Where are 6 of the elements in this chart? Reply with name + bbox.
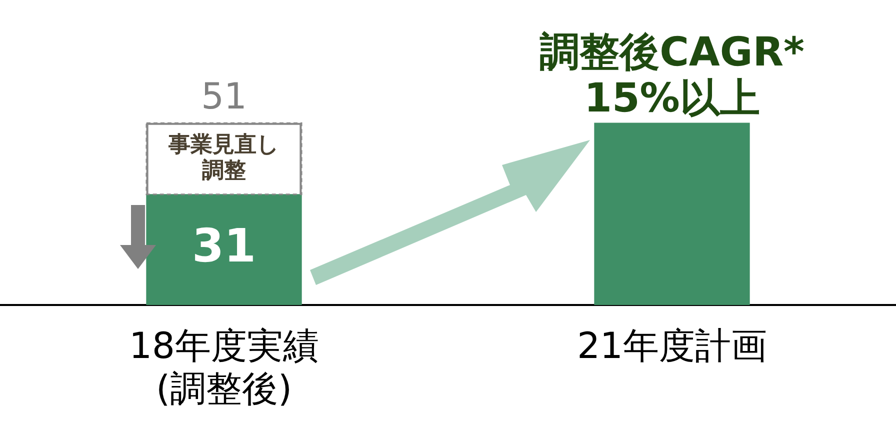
annotation: 事業見直し調整	[168, 132, 280, 184]
total-label: 51	[201, 76, 247, 118]
x-tick-label: 21年度計画	[577, 326, 767, 367]
data-label: 31	[192, 218, 256, 273]
x-tick-label: 18年度実績 (調整後)	[129, 326, 319, 410]
text: 調整後CAGR* 15%以上	[540, 29, 805, 122]
